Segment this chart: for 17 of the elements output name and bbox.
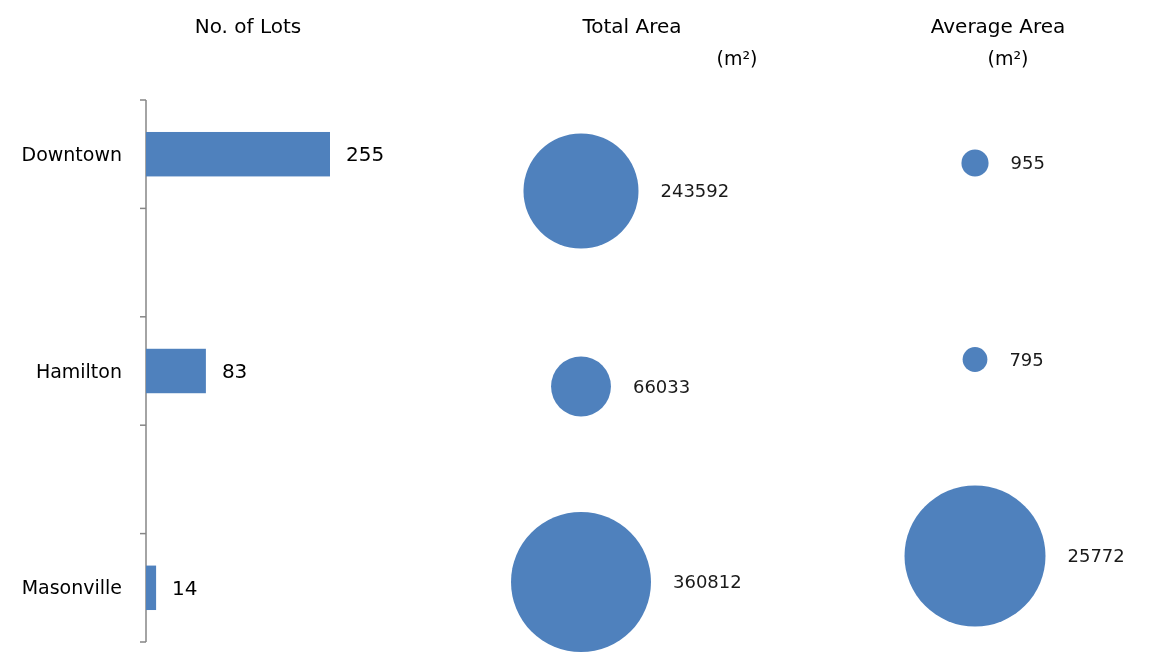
y-tick-label: Masonville (21, 576, 122, 599)
y-tick-label: Hamilton (35, 359, 122, 382)
data-label: 25772 (1067, 545, 1125, 567)
data-label: 255 (346, 142, 385, 167)
data-label: 360812 (673, 571, 742, 593)
data-label: 795 (1009, 348, 1044, 370)
data-label: 955 (1010, 152, 1045, 174)
data-label: 66033 (632, 375, 691, 397)
text: Average Area (930, 14, 1066, 38)
data-label: 83 (221, 359, 248, 383)
text: Total Area (581, 14, 682, 38)
data-label: 243592 (660, 180, 730, 202)
text: (m²) (987, 47, 1029, 69)
chart-title: No. of Lots (194, 14, 302, 38)
data-label: 14 (172, 575, 198, 600)
text: (m²) (716, 47, 758, 69)
y-tick-label: Downtown (21, 142, 122, 165)
